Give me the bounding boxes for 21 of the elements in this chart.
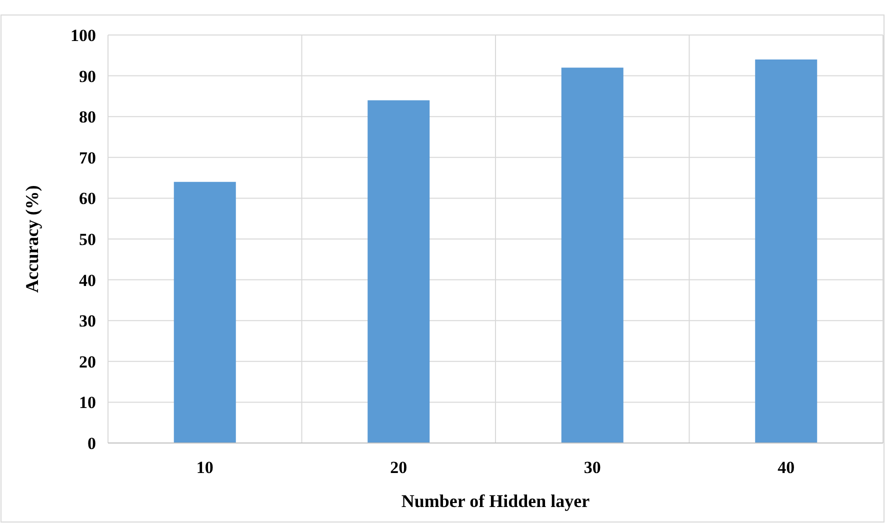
y-tick-label: 100 [70, 26, 96, 45]
x-tick-label: 20 [390, 458, 408, 477]
x-axis-title: Number of Hidden layer [401, 491, 590, 511]
y-tick-label: 0 [88, 434, 96, 453]
x-tick-label: 10 [196, 458, 214, 477]
y-tick-label: 70 [79, 148, 96, 168]
y-tick-label: 50 [79, 230, 96, 249]
bar [561, 68, 624, 443]
y-tick-label: 80 [79, 108, 96, 127]
y-tick-label: 10 [79, 393, 96, 412]
x-tick-label: 40 [778, 458, 795, 477]
y-tick-label: 90 [79, 66, 96, 86]
y-tick-label: 60 [79, 189, 96, 208]
x-tick-label: 30 [584, 458, 601, 477]
y-tick-label: 20 [79, 352, 96, 372]
y-tick-label: 40 [79, 270, 96, 290]
bar [174, 182, 236, 443]
y-axis-title: Accuracy (%) [22, 185, 42, 293]
bar [755, 59, 818, 443]
bar [368, 100, 430, 443]
y-tick-label: 30 [79, 312, 96, 331]
